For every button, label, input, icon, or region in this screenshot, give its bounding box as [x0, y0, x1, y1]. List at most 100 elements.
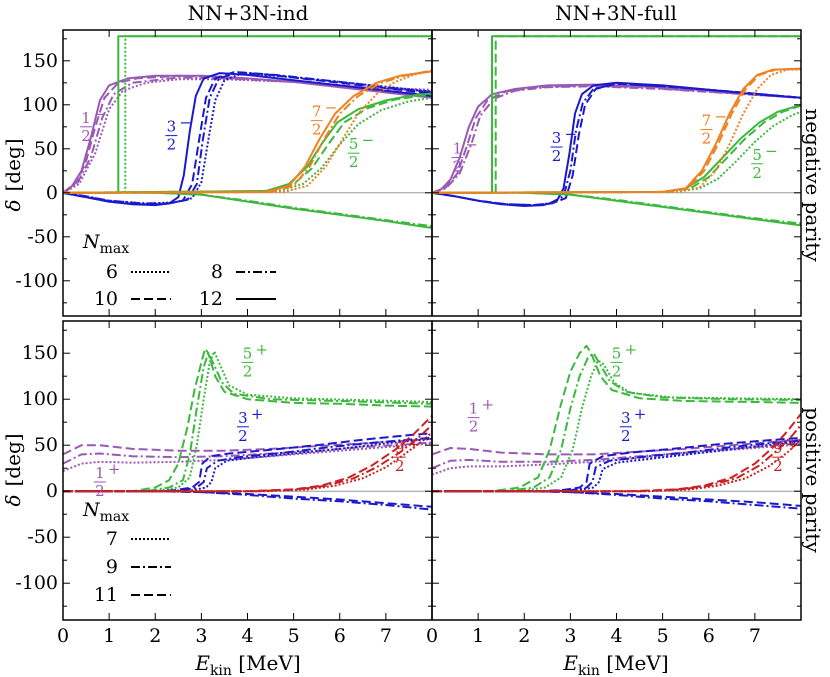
panel-frame	[431, 29, 802, 317]
y-tick-label: -100	[15, 270, 58, 292]
x-tick-label: 7	[380, 625, 392, 647]
legend-entry-6: 6	[106, 261, 171, 283]
series-green-dot-9	[124, 35, 432, 193]
label-parity-sign: +	[634, 405, 647, 423]
label-numerator: 5	[243, 344, 253, 362]
series-orange-dot-17	[63, 69, 432, 194]
label-parity-sign: −	[94, 105, 107, 123]
legend-title: Nmax	[82, 231, 129, 257]
series-red-dot-13	[432, 438, 801, 493]
label-parity-sign: −	[465, 136, 478, 154]
series-blue-dashdot-10	[432, 490, 801, 510]
label-numerator: 1	[81, 109, 91, 127]
legend-entry-11: 11	[94, 584, 171, 606]
label-parity-sign: +	[251, 405, 264, 423]
channel-label: 32−	[165, 114, 192, 154]
series-blue-dashdot-7	[432, 439, 801, 493]
channel-label: 12−	[80, 105, 107, 145]
series-green-dash-3	[63, 347, 432, 493]
channel-label: 92+	[393, 435, 420, 475]
legend-entry-label: 11	[94, 584, 118, 606]
series-purple-dot-2	[432, 443, 801, 476]
y-label-unit: [deg]	[1, 138, 25, 191]
y-tick-label: 150	[22, 50, 58, 72]
label-denominator: 2	[612, 362, 622, 380]
y-axis-label-bottom: δ [deg]	[1, 433, 25, 506]
label-denominator: 2	[312, 121, 322, 139]
series-green-dash-11	[432, 104, 801, 194]
x-tick-label: 4	[241, 625, 253, 647]
label-denominator: 2	[453, 158, 463, 176]
legend-entry-label: 8	[211, 261, 223, 283]
series-green-dash-7	[494, 35, 801, 193]
x-tick-label: 3	[195, 625, 207, 647]
legend: Nmax 7 9 11	[82, 499, 171, 606]
label-denominator: 2	[167, 136, 177, 154]
series-purple-dashdot-2	[63, 76, 432, 194]
y-tick-label: 100	[22, 388, 58, 410]
svg-text:Ekin [MeV]: Ekin [MeV]	[562, 651, 668, 677]
series-blue-dot-8	[63, 437, 432, 493]
y-tick-label: 0	[46, 480, 58, 502]
series-red-dashdot-12	[432, 424, 801, 493]
label-parity-sign: −	[325, 99, 338, 117]
label-numerator: 5	[349, 135, 359, 153]
series-blue-solid-4	[63, 72, 432, 207]
label-numerator: 3	[238, 409, 248, 427]
label-denominator: 2	[349, 153, 359, 171]
channel-label: 32−	[550, 125, 577, 165]
legend-entry-label: 12	[199, 288, 223, 310]
series-green-dot-5	[432, 359, 801, 493]
label-parity-sign: +	[108, 460, 121, 478]
x-tick-label: 5	[288, 625, 300, 647]
label-numerator: 5	[612, 344, 622, 362]
svg-text:δ[deg]: δ [deg]	[1, 138, 25, 211]
label-numerator: 1	[95, 464, 105, 482]
curves	[63, 35, 432, 229]
series-blue-dashdot-7	[63, 436, 432, 493]
channel-label: 12−	[451, 136, 478, 176]
series-purple-dash-0	[432, 438, 801, 456]
y-tick-label: 0	[46, 182, 58, 204]
series-purple-dot-2	[63, 442, 432, 472]
row-label-positive: positive parity	[801, 407, 825, 553]
x-label-main: E	[562, 651, 578, 675]
series-green-dot-14	[63, 96, 432, 194]
series-green-solid-6	[432, 35, 801, 194]
x-tick-label: 5	[657, 625, 669, 647]
series-green-dashdot-11	[63, 191, 432, 228]
label-denominator: 2	[95, 482, 105, 500]
label-parity-sign: −	[765, 142, 778, 160]
x-tick-label: 0	[426, 625, 438, 647]
label-numerator: 3	[621, 409, 631, 427]
series-green-solid-10	[63, 191, 432, 229]
channel-label: 12+	[93, 460, 121, 500]
y-axis-label-top: δ [deg]	[1, 138, 25, 211]
channel-label: 72−	[310, 99, 338, 139]
y-tick-label: 50	[34, 434, 58, 456]
series-red-dashdot-12	[63, 424, 432, 493]
legend-entry-7: 7	[106, 528, 171, 550]
curves	[432, 344, 801, 510]
label-numerator: 9	[395, 439, 405, 457]
label-parity-sign: −	[714, 107, 727, 125]
label-denominator: 2	[238, 427, 248, 445]
series-green-solid-10	[432, 103, 801, 194]
y-label-unit: [deg]	[1, 433, 25, 486]
x-label-unit: [MeV]	[232, 651, 301, 675]
channel-label: 72−	[700, 107, 727, 147]
label-parity-sign: +	[482, 396, 495, 414]
x-axis-label-left: Ekin [MeV]	[194, 651, 300, 677]
label-denominator: 2	[469, 418, 479, 436]
label-denominator: 2	[621, 427, 631, 445]
y-label-main: δ	[1, 495, 25, 507]
label-numerator: 3	[167, 118, 177, 136]
label-denominator: 2	[81, 127, 91, 145]
label-parity-sign: +	[256, 340, 269, 358]
label-parity-sign: −	[179, 114, 192, 132]
legend-entry-label: 9	[106, 556, 118, 578]
channel-label: 52+	[241, 340, 269, 380]
series-green-dot-5	[63, 350, 432, 493]
